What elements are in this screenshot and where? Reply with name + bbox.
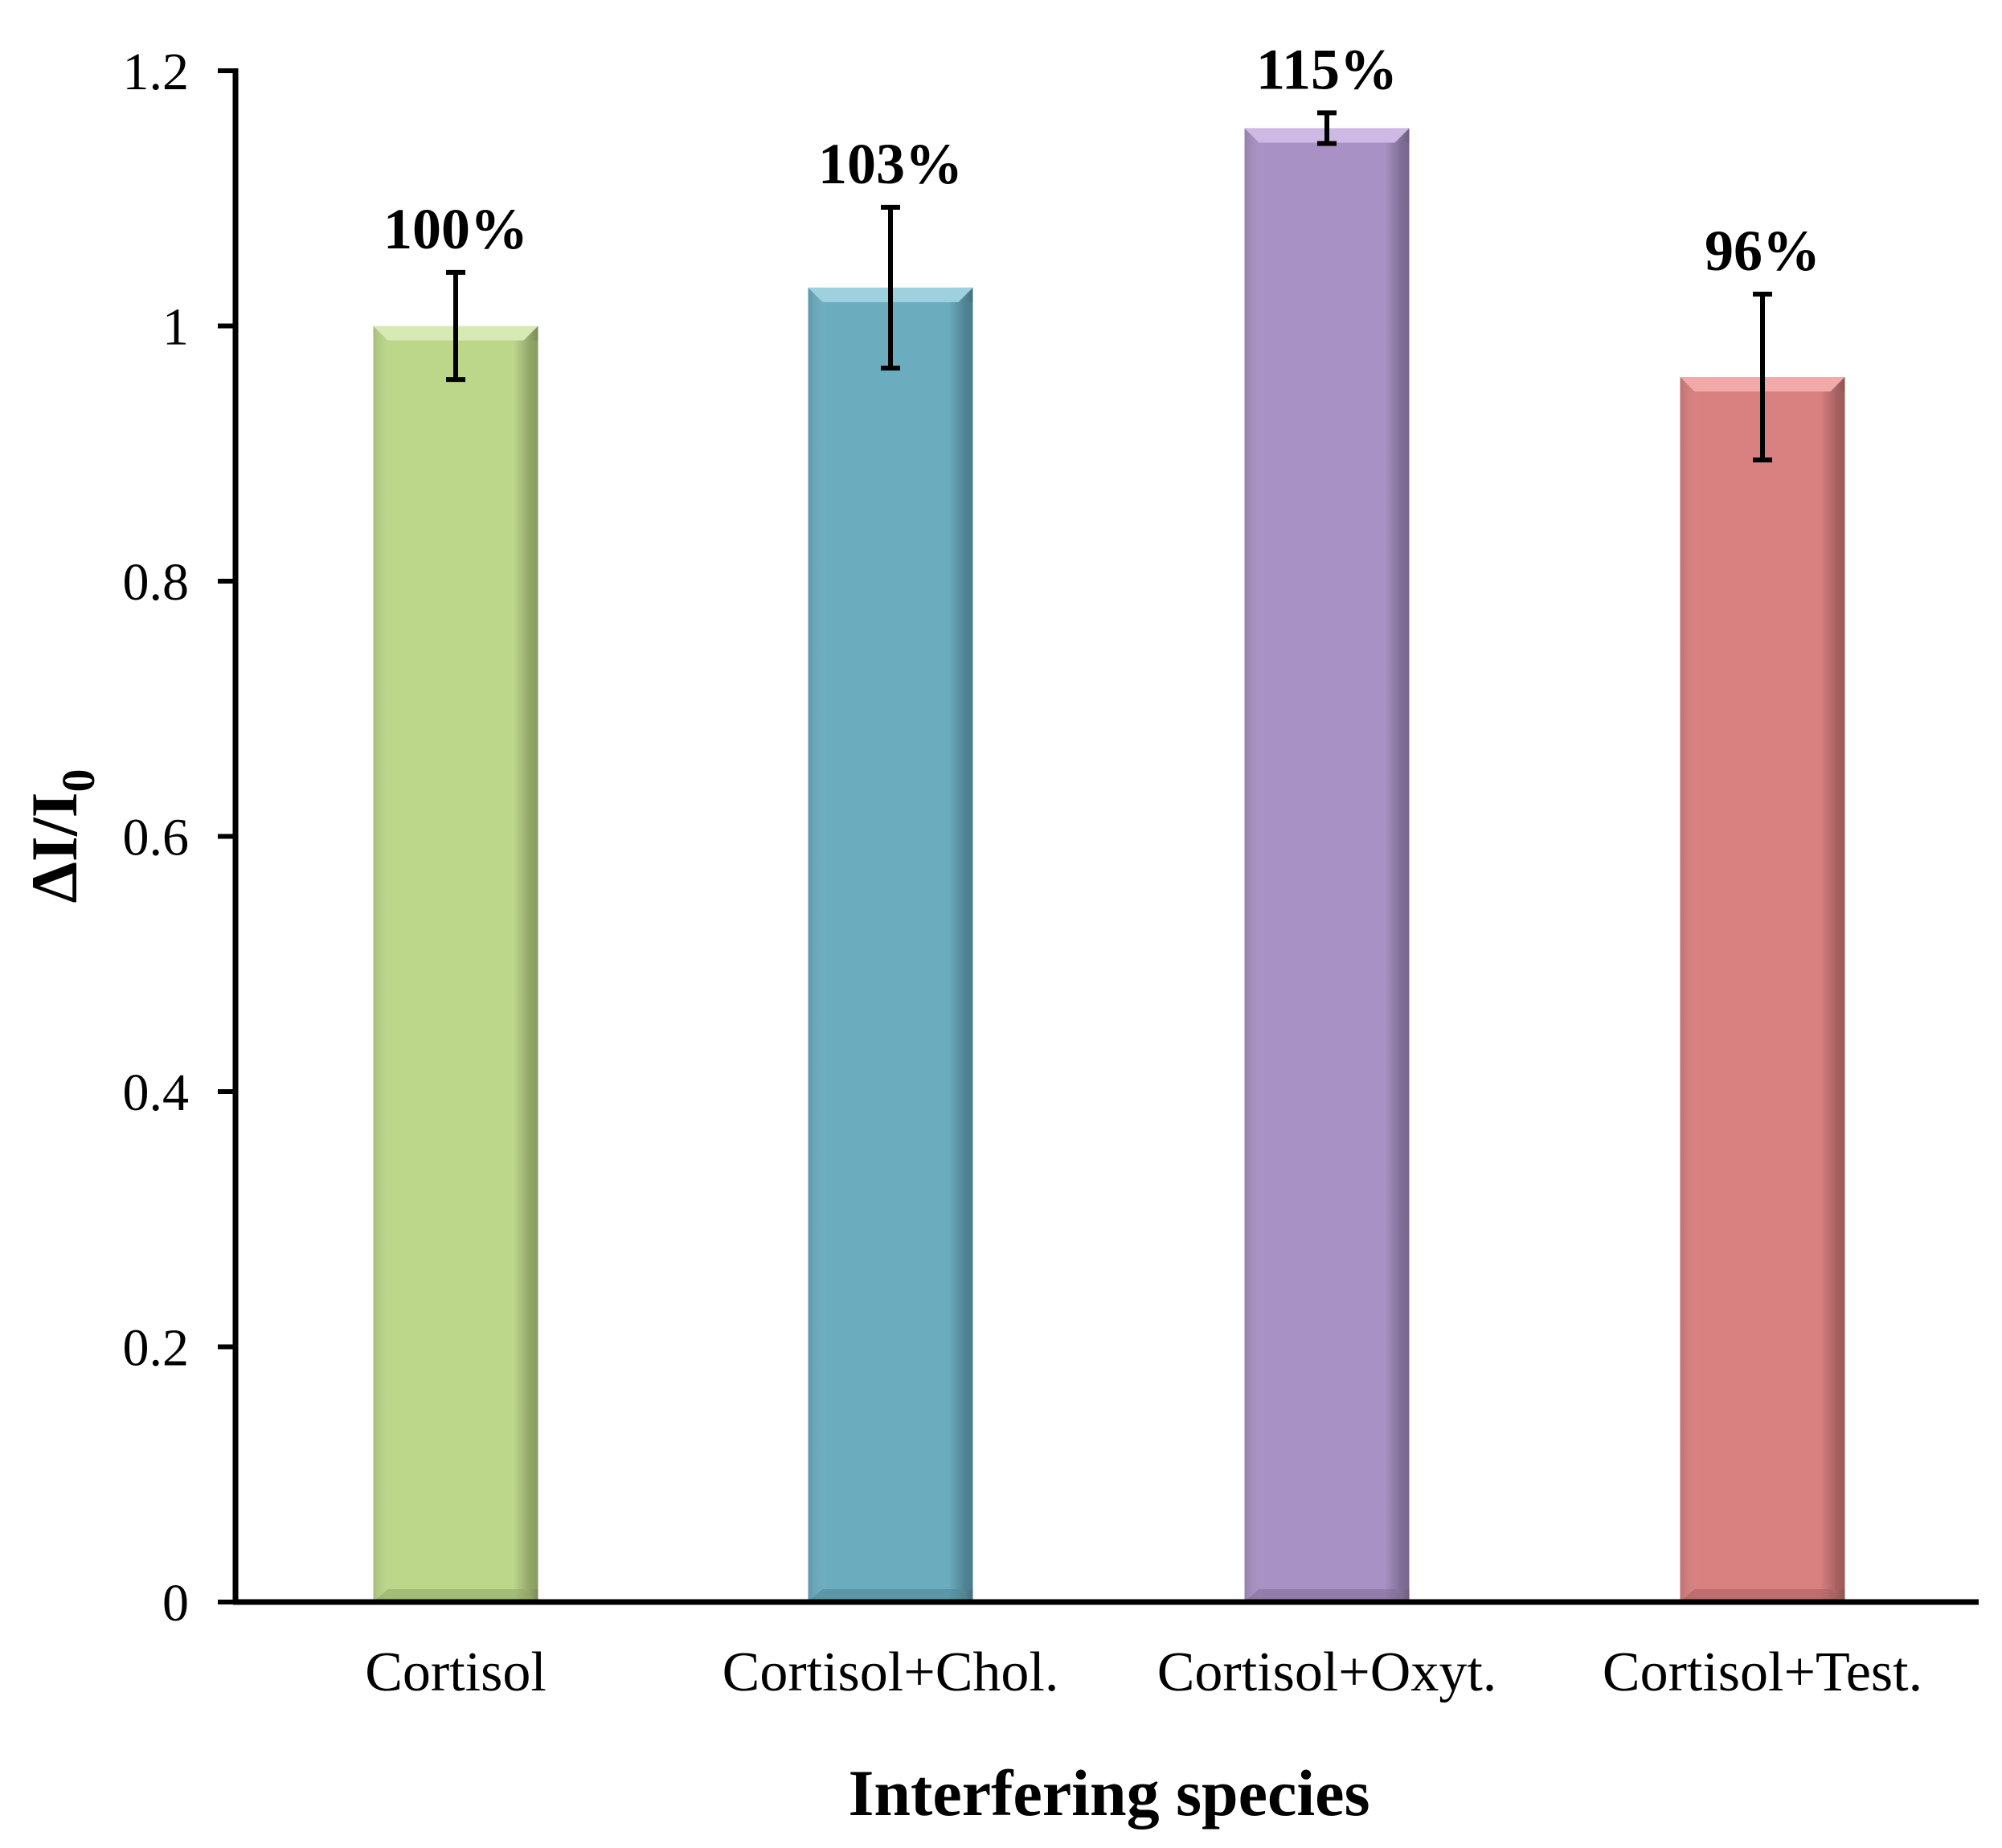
- y-tick-label: 0.2: [123, 1319, 190, 1378]
- bar-edge: [963, 301, 973, 1589]
- bar-shading: [1680, 377, 1845, 1602]
- bar-shading: [808, 287, 973, 1602]
- bars-layer: [373, 128, 1845, 1602]
- error-bar: [1317, 110, 1337, 146]
- x-category-label: Cortisol+Test.: [1603, 1641, 1922, 1703]
- error-bar: [1753, 291, 1772, 463]
- y-tick-label: 1.2: [123, 43, 190, 101]
- bar-edge: [528, 340, 538, 1589]
- bar-group: [1244, 128, 1410, 1602]
- bar-bottom-bevel: [1244, 1589, 1410, 1602]
- data-labels-layer: 100% 103% 115% 96%: [383, 37, 1820, 282]
- error-bar: [446, 269, 465, 383]
- data-label: 115%: [1256, 37, 1398, 101]
- bar-shading: [1244, 128, 1410, 1602]
- bar-group: [1680, 377, 1845, 1602]
- bar-edge: [1399, 142, 1410, 1589]
- y-ticks-layer: 0 0.2 0.4 0.6 0.8 1 1.2: [123, 43, 235, 1633]
- bar-bottom-bevel: [1680, 1589, 1845, 1602]
- y-axis-title-subscript: 0: [52, 768, 104, 792]
- y-axis-title-main: ΔI/I: [18, 792, 91, 903]
- y-tick-label: 0.4: [123, 1063, 190, 1122]
- x-category-label: Cortisol: [365, 1641, 547, 1703]
- bar-shading: [373, 326, 538, 1602]
- category-labels-layer: Cortisol Cortisol+Chol. Cortisol+Oxyt. Cort…: [365, 1641, 1922, 1703]
- data-label: 96%: [1705, 219, 1820, 283]
- bar-bottom-bevel: [373, 1589, 538, 1602]
- bar-group: [808, 287, 973, 1602]
- y-tick-label: 0.8: [123, 553, 190, 612]
- bar-bottom-bevel: [808, 1589, 973, 1602]
- x-axis-title: Interfering species: [849, 1756, 1370, 1830]
- y-tick-label: 1: [162, 298, 189, 357]
- y-axis-title: ΔI/I0: [18, 768, 104, 903]
- bar-edge: [1835, 391, 1845, 1589]
- bar-group: [373, 326, 538, 1602]
- data-label: 103%: [818, 132, 963, 196]
- error-bar: [881, 204, 900, 371]
- x-category-label: Cortisol+Oxyt.: [1157, 1641, 1497, 1703]
- y-tick-label: 0.6: [123, 809, 190, 867]
- y-tick-label: 0: [162, 1574, 189, 1633]
- data-label: 100%: [383, 197, 528, 261]
- error-bars-layer: [446, 110, 1772, 463]
- x-category-label: Cortisol+Chol.: [723, 1641, 1059, 1703]
